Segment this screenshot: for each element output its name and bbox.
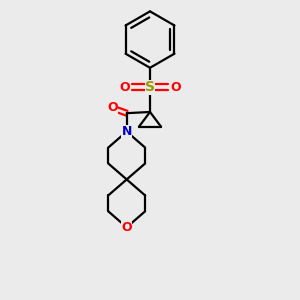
Text: O: O — [170, 81, 181, 94]
Text: O: O — [107, 100, 118, 114]
Text: O: O — [122, 221, 132, 234]
Text: S: S — [145, 80, 155, 94]
Text: N: N — [122, 125, 132, 138]
Text: O: O — [119, 81, 130, 94]
